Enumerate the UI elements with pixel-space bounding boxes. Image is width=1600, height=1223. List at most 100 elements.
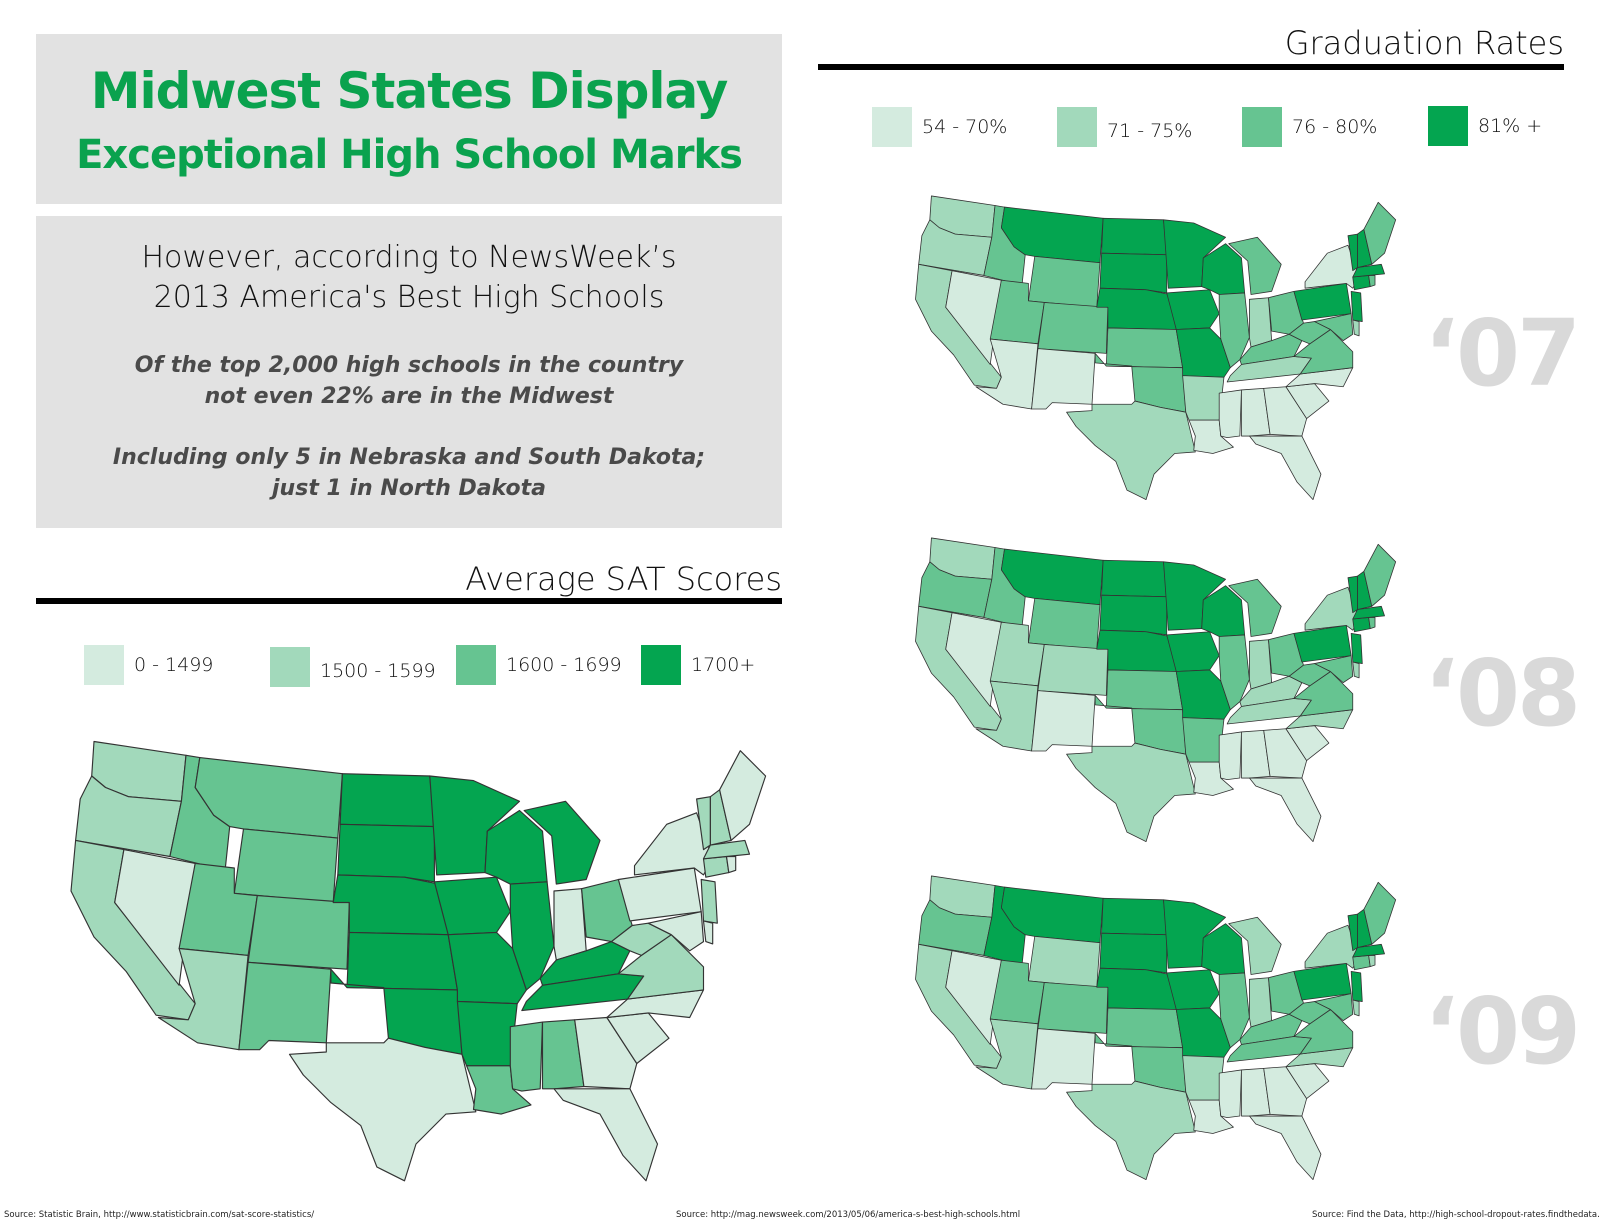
state-md <box>647 911 705 952</box>
legend-swatch <box>1057 107 1097 147</box>
state-mo <box>1175 669 1231 720</box>
state-de <box>1352 661 1360 679</box>
legend-swatch <box>1242 107 1282 147</box>
state-me <box>1363 543 1397 607</box>
state-co <box>1037 644 1109 696</box>
state-nm <box>1031 348 1096 410</box>
state-ia <box>433 876 511 936</box>
state-ma <box>1352 605 1385 620</box>
state-fl <box>1249 1115 1322 1181</box>
state-co <box>1037 982 1109 1034</box>
state-ga <box>1263 728 1308 779</box>
sat-legend-item: 1500 - 1599 <box>270 647 436 687</box>
state-sd <box>1099 594 1168 636</box>
source-sat: Source: Statistic Brain, http://www.stat… <box>4 1210 315 1220</box>
grad-legend-item: 76 - 80% <box>1242 107 1377 147</box>
state-ga <box>574 1016 638 1090</box>
grad-legend-item: 54 - 70% <box>872 107 1007 147</box>
state-mi <box>523 800 601 885</box>
state-al <box>1241 729 1271 779</box>
state-mi <box>1228 916 1282 975</box>
state-tx <box>288 1037 477 1182</box>
state-ga <box>1263 1066 1308 1117</box>
legend-swatch <box>1428 106 1468 146</box>
state-ar <box>1182 1055 1225 1101</box>
state-pa <box>1293 283 1352 321</box>
state-nj <box>1350 290 1363 322</box>
state-az <box>157 947 249 1051</box>
state-az <box>975 680 1039 752</box>
state-ri <box>1368 275 1376 287</box>
state-ms <box>509 1021 544 1092</box>
source-graduation: Source: Find the Data, http://high-schoo… <box>1312 1210 1600 1220</box>
state-ct <box>1352 617 1371 633</box>
legend-label: 1500 - 1599 <box>320 660 436 682</box>
graduation-heading-rule <box>818 64 1564 70</box>
legend-swatch <box>270 647 310 687</box>
state-sd <box>1099 932 1168 974</box>
state-wy <box>1027 935 1101 988</box>
state-nd <box>339 773 435 828</box>
state-ri <box>1368 955 1376 967</box>
state-al <box>541 1019 585 1090</box>
state-ia <box>1166 631 1220 672</box>
year-label-2007: ‘07 <box>1424 300 1581 407</box>
state-ms <box>1218 731 1242 781</box>
state-az <box>975 1018 1039 1090</box>
state-wy <box>1027 597 1101 650</box>
state-ks <box>1105 669 1184 711</box>
state-ri <box>1368 617 1376 629</box>
legend-swatch <box>872 107 912 147</box>
sat-heading-rule <box>36 598 782 604</box>
state-il <box>1218 634 1250 711</box>
state-sd <box>337 823 435 883</box>
state-de <box>1352 319 1360 337</box>
state-nv <box>945 612 1002 707</box>
legend-label: 76 - 80% <box>1292 116 1378 138</box>
state-in <box>1249 297 1273 348</box>
state-tx <box>1066 742 1196 843</box>
state-mi <box>1228 578 1282 637</box>
legend-label: 0 - 1499 <box>134 654 214 676</box>
legend-label: 71 - 75% <box>1107 120 1193 142</box>
legend-swatch <box>84 645 124 685</box>
state-tx <box>1066 1080 1196 1181</box>
legend-label: 1700+ <box>691 654 756 676</box>
title-panel: Midwest States Display Exceptional High … <box>36 34 782 204</box>
graduation-heading: Graduation Rates <box>1284 24 1564 62</box>
sat-legend-item: 1700+ <box>641 645 755 685</box>
state-md <box>1314 655 1354 684</box>
state-fl <box>553 1088 659 1182</box>
state-ne <box>1096 629 1177 672</box>
state-ar <box>1182 375 1225 421</box>
state-fl <box>1249 435 1322 501</box>
state-il <box>509 881 555 991</box>
state-in <box>553 888 587 961</box>
state-ma <box>1352 943 1385 958</box>
legend-swatch <box>641 645 681 685</box>
state-nv <box>945 950 1002 1045</box>
state-fl <box>1249 777 1322 843</box>
state-ks <box>1105 1007 1184 1049</box>
lead-line-1: However, according to NewsWeek’s <box>141 240 677 275</box>
graduation-map-2008 <box>915 537 1397 843</box>
state-ar <box>1182 717 1225 763</box>
state-ia <box>1166 289 1220 330</box>
state-nd <box>1101 897 1168 936</box>
state-mo <box>447 931 527 1005</box>
state-ne <box>332 874 449 936</box>
info-panel: However, according to NewsWeek’s 2013 Am… <box>36 216 782 528</box>
legend-label: 54 - 70% <box>922 116 1008 138</box>
state-ne <box>1096 967 1177 1010</box>
state-nv <box>945 270 1002 365</box>
state-ne <box>1096 287 1177 330</box>
state-nd <box>1101 559 1168 598</box>
state-ri <box>725 855 737 874</box>
state-nj <box>1350 970 1363 1002</box>
state-ia <box>1166 969 1220 1010</box>
state-co <box>1037 302 1109 354</box>
state-in <box>1249 639 1273 690</box>
state-ct <box>702 855 730 878</box>
state-al <box>1241 387 1271 437</box>
sat-choropleth-map <box>70 740 767 1182</box>
